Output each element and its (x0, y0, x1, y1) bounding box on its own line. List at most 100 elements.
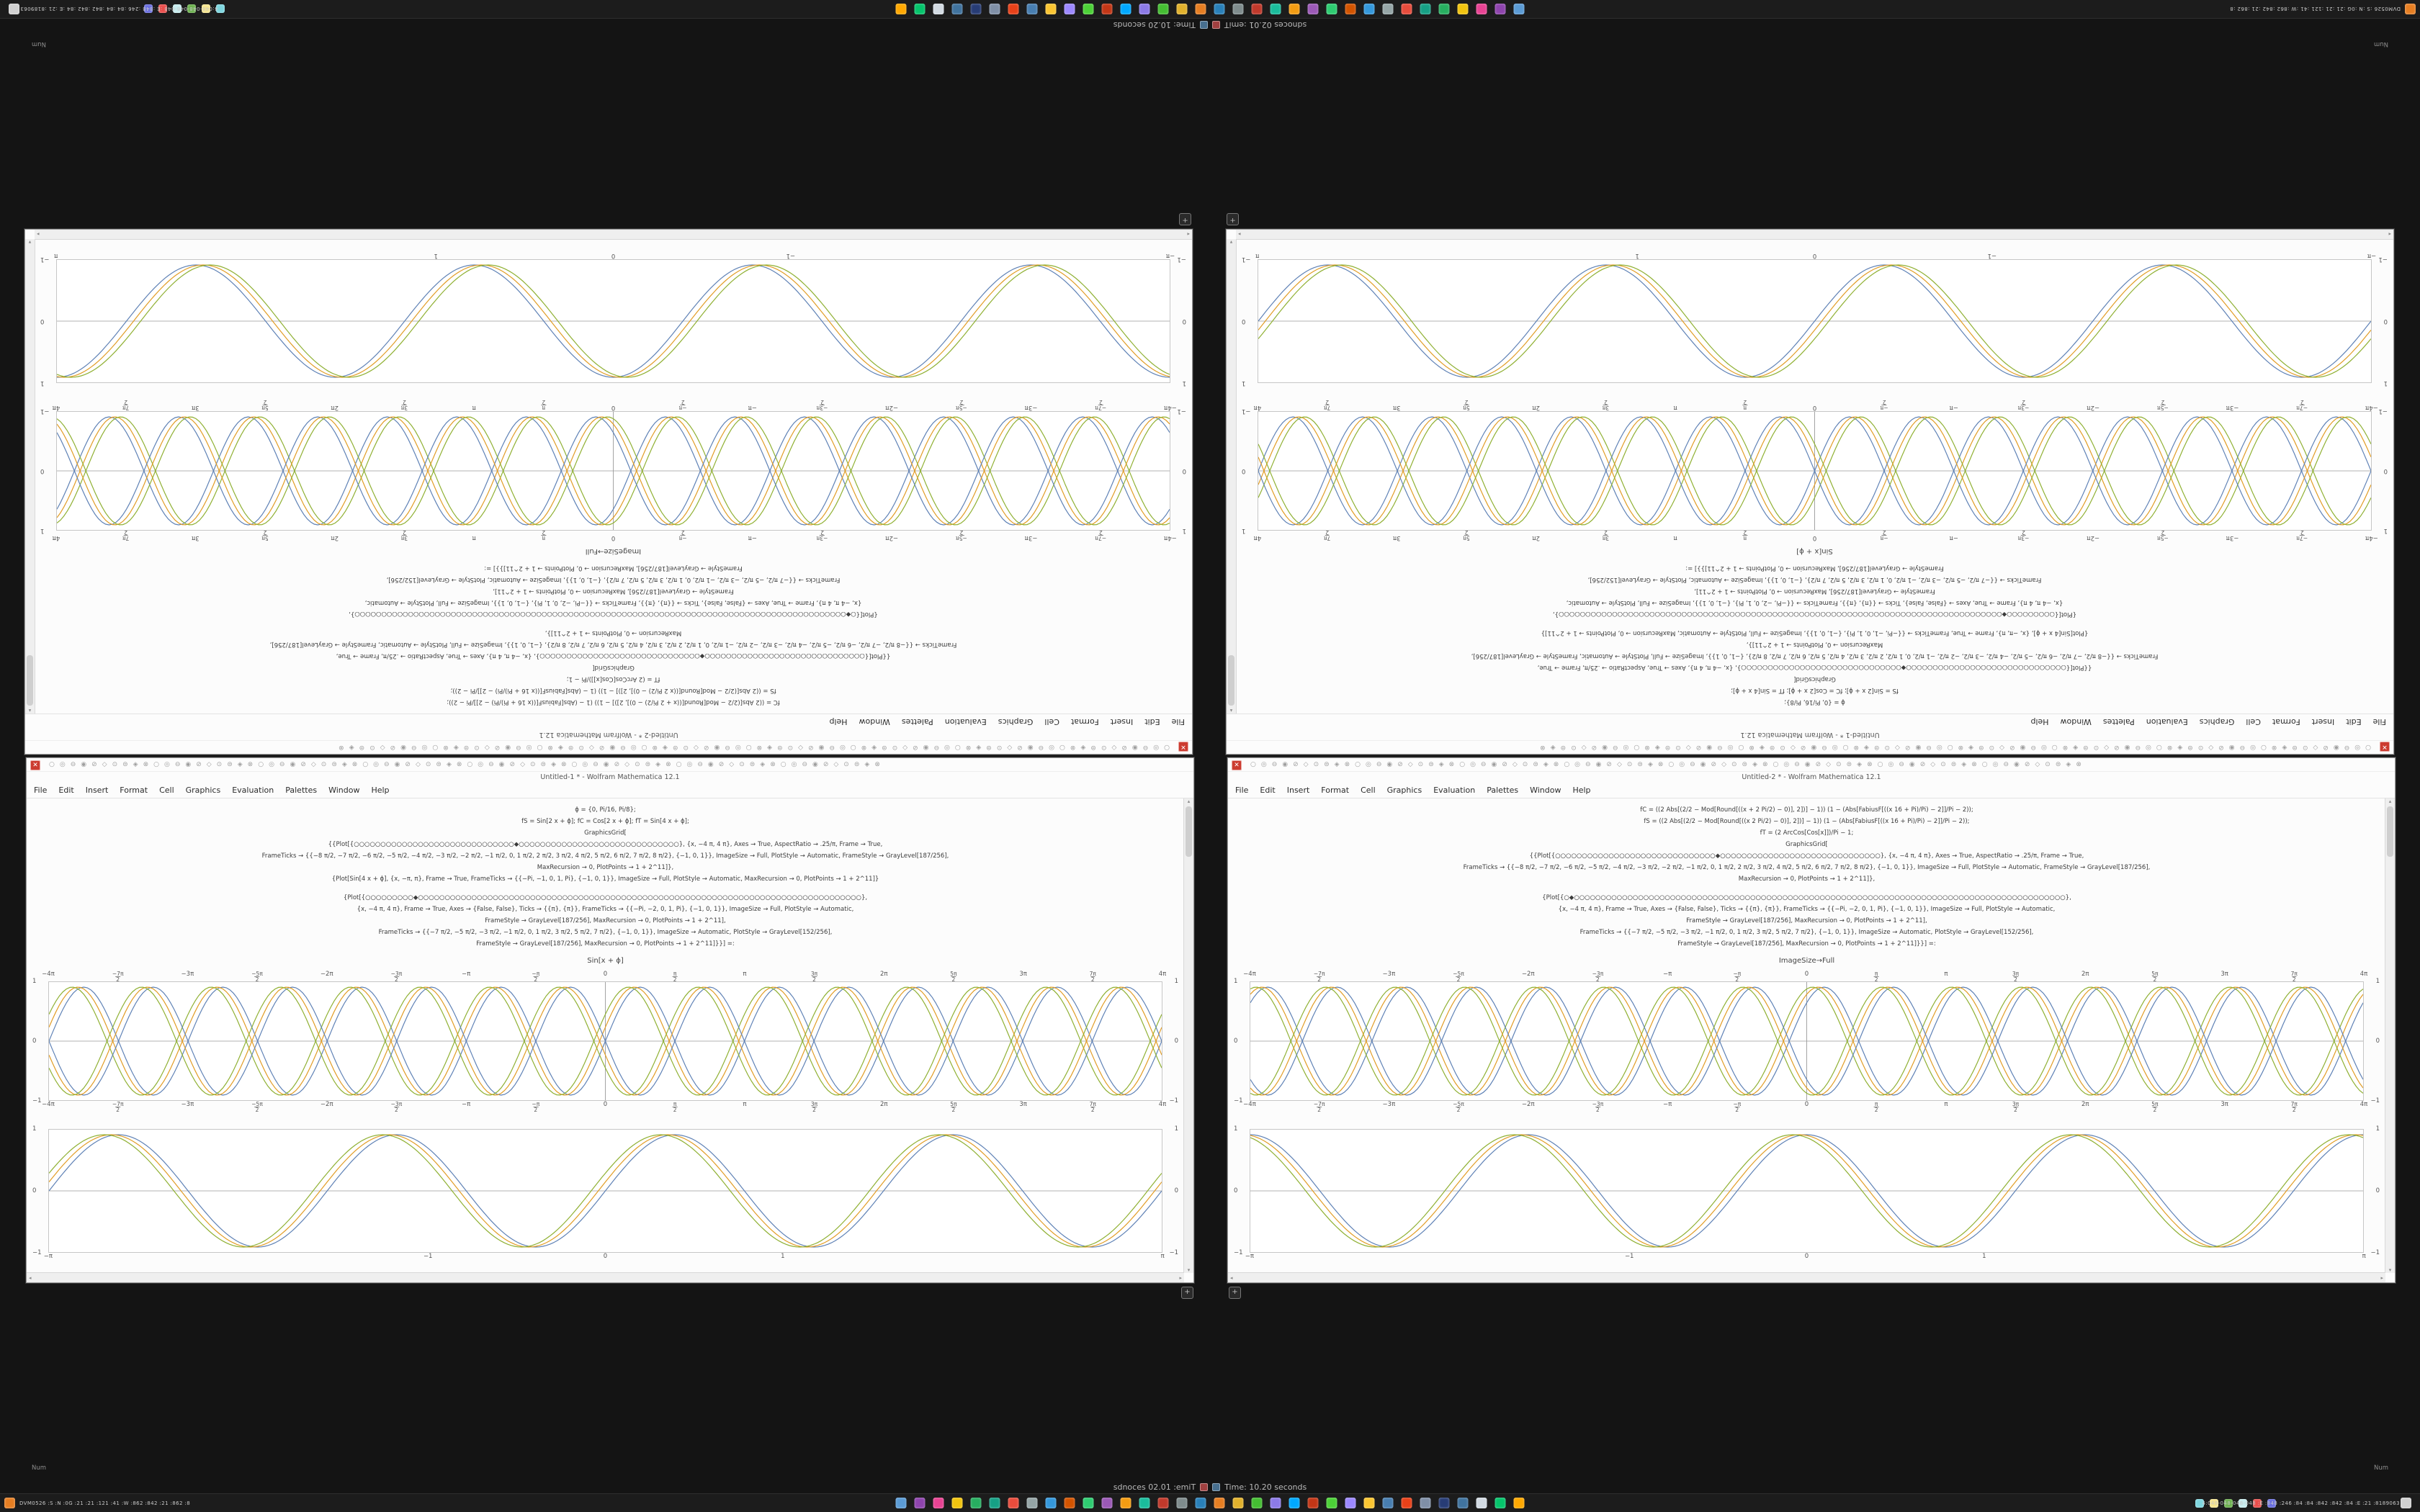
app-icon-29[interactable] (1420, 1498, 1431, 1508)
horizontal-scrollbar[interactable]: ◂ ▸ (27, 1272, 1184, 1282)
app-icon-15[interactable] (1157, 1498, 1169, 1508)
notebook-area[interactable]: ϕ = {0, Pi/16, Pi/8}; fS = Sin[2 x + ϕ]; … (27, 798, 1184, 1273)
app-icon-14[interactable] (1139, 1498, 1150, 1508)
scroll-right-icon[interactable]: ▸ (2380, 1274, 2383, 1281)
shield-icon[interactable] (2253, 1498, 2262, 1508)
app-icon-27[interactable] (1382, 1498, 1394, 1508)
scroll-down-icon[interactable]: ▾ (2388, 1267, 2392, 1273)
app-icon-9[interactable] (1045, 1498, 1057, 1508)
x-axis-tick-labels: −4π −7π 2 −3π −5π 2 −2π −3π 2 −π −π 2 0 π 2 π 3π 2 2π 5π 2 3π… (1243, 1101, 2367, 1113)
app-icon-1[interactable] (895, 1498, 907, 1508)
app-icon-12[interactable] (1101, 1498, 1113, 1508)
app-icon-31[interactable] (1457, 1498, 1469, 1508)
desktop-plus-button[interactable]: + (1181, 1287, 1193, 1299)
menu-item-format[interactable]: Format (1321, 786, 1350, 795)
menu-item-window[interactable]: Window (1530, 786, 1561, 795)
scroll-up-icon[interactable]: ▴ (2388, 798, 2392, 804)
updates-icon[interactable] (2267, 1498, 2276, 1508)
vertical-scrollbar[interactable]: ▴ ▾ (2385, 798, 2395, 1273)
menu-item-insert[interactable]: Insert (1286, 786, 1310, 795)
x-tick-label: −7π 2 (112, 1101, 124, 1113)
scrollbar-thumb[interactable] (2387, 806, 2393, 857)
app-icon-10[interactable] (1064, 1498, 1075, 1508)
app-icon-6[interactable] (989, 1498, 1000, 1508)
menu-item-insert[interactable]: Insert (85, 786, 109, 795)
app-icon-28[interactable] (1401, 1498, 1412, 1508)
menu-item-help[interactable]: Help (371, 786, 390, 795)
code-line: {{Plot[{○○○○○○○○○○○○○○○○○○○○○○○○○○○○○○◆○… (336, 652, 891, 660)
menu-item-window[interactable]: Window (328, 786, 360, 795)
menu-item-edit[interactable]: Edit (58, 786, 74, 795)
app-icon-18[interactable] (1214, 1498, 1225, 1508)
status-icon-blue[interactable] (1212, 1483, 1221, 1491)
menu-item-palettes[interactable]: Palettes (285, 786, 318, 795)
app-icon-26[interactable] (1363, 1498, 1375, 1508)
toolbar-icons-row[interactable]: ○◎⊖◉⊘◇⊙⊜◈⊗○◎⊖◉⊘◇⊙⊜◈⊗○◎⊖◉⊘◇⊙⊜◈⊗○◎⊖◉⊘◇⊙⊜◈⊗… (49, 761, 885, 768)
desktop-plus-button[interactable]: + (1229, 1287, 1241, 1299)
battery-icon[interactable] (2224, 1498, 2233, 1508)
x-tick-label: −π 2 (1733, 1101, 1741, 1113)
app-icon-8[interactable] (1026, 1498, 1038, 1508)
menu-item-cell[interactable]: Cell (159, 786, 174, 795)
launcher-icon[interactable] (4, 1498, 15, 1508)
scrollbar-thumb[interactable] (1186, 806, 1192, 857)
menu-item-cell[interactable]: Cell (1361, 786, 1376, 795)
code-cell[interactable]: ϕ = {0, Pi/16, Pi/8}; fS = Sin[2 x + ϕ]; … (55, 804, 1155, 885)
scroll-right-icon[interactable]: ▸ (1179, 1274, 1182, 1281)
menu-item-evaluation[interactable]: Evaluation (232, 786, 274, 795)
app-icon-2[interactable] (914, 1498, 926, 1508)
toolbar-icons-row[interactable]: ○◎⊖◉⊘◇⊙⊜◈⊗○◎⊖◉⊘◇⊙⊜◈⊗○◎⊖◉⊘◇⊙⊜◈⊗○◎⊖◉⊘◇⊙⊜◈⊗… (1250, 761, 2087, 768)
x-tick-label: −2π (320, 1101, 333, 1108)
notebook-area[interactable]: fC = ((2 Abs[(2/2 − Mod[Round[((x + 2 Pi… (1228, 798, 2385, 1273)
menu-item-help[interactable]: Help (1572, 786, 1591, 795)
app-icon-19[interactable] (1232, 1498, 1244, 1508)
app-icon-7[interactable] (1008, 1498, 1019, 1508)
app-icon-5[interactable] (970, 1498, 982, 1508)
app-icon-17[interactable] (1195, 1498, 1206, 1508)
scroll-up-icon[interactable]: ▴ (1187, 798, 1191, 804)
scroll-left-icon[interactable]: ◂ (29, 1274, 32, 1281)
app-icon-30[interactable] (1438, 1498, 1450, 1508)
app-icon-25[interactable] (1345, 1498, 1356, 1508)
horizontal-scrollbar[interactable]: ◂ ▸ (1228, 1272, 2385, 1282)
vertical-scrollbar[interactable]: ▴ ▾ (1183, 798, 1193, 1273)
close-button[interactable]: ✕ (30, 760, 40, 770)
app-icon-11[interactable] (1083, 1498, 1094, 1508)
menu-item-graphics[interactable]: Graphics (185, 786, 221, 795)
app-icon-23[interactable] (1307, 1498, 1319, 1508)
volume-icon[interactable] (2210, 1498, 2218, 1508)
scroll-left-icon[interactable]: ◂ (1230, 1274, 1233, 1281)
app-icon-24[interactable] (1326, 1498, 1337, 1508)
code-cell[interactable]: {Plot[{○◆○○○○○○○○○○○○○○○○○○○○○○○○○○○○○○○… (1257, 892, 2357, 950)
show-desktop-icon[interactable] (2401, 1498, 2411, 1508)
x-axis-tick-labels: −π −1 0 1 π (54, 248, 1175, 259)
menu-item-palettes[interactable]: Palettes (1487, 786, 1519, 795)
scroll-down-icon[interactable]: ▾ (1187, 1267, 1191, 1273)
menu-item-format[interactable]: Format (120, 786, 148, 795)
app-icon-3[interactable] (933, 1498, 944, 1508)
app-icon-4[interactable] (951, 1498, 963, 1508)
status-icon-red[interactable] (1200, 1483, 1209, 1491)
app-icon-32[interactable] (1476, 1498, 1487, 1508)
y-tick-label: 1 (1234, 1125, 1238, 1133)
menu-item-edit[interactable]: Edit (1260, 786, 1276, 795)
app-icon-13[interactable] (1120, 1498, 1131, 1508)
app-icon-21[interactable] (1270, 1498, 1281, 1508)
plot-area: 1 1 0 0 −1 −1 (1234, 1125, 2380, 1256)
code-cell[interactable]: fC = ((2 Abs[(2/2 − Mod[Round[((x + 2 Pi… (1257, 804, 2357, 885)
menu-item-graphics[interactable]: Graphics (1386, 786, 1422, 795)
code-line: FrameStyle → GrayLevel[187/256], MaxRecu… (493, 588, 734, 595)
app-icon-22[interactable] (1289, 1498, 1300, 1508)
menu-item-file[interactable]: File (34, 786, 48, 795)
close-button[interactable]: ✕ (1232, 760, 1242, 770)
app-icon-33[interactable] (1494, 1498, 1506, 1508)
menu-item-evaluation[interactable]: Evaluation (1433, 786, 1476, 795)
app-icon-34[interactable] (1513, 1498, 1525, 1508)
network-icon[interactable] (2195, 1498, 2204, 1508)
code-cell[interactable]: {Plot[{○○○○○○○○○◆○○○○○○○○○○○○○○○○○○○○○○○… (55, 892, 1155, 950)
app-icon-16[interactable] (1176, 1498, 1188, 1508)
app-icon-20[interactable] (1251, 1498, 1263, 1508)
curve-sin(4x+0.32) (49, 1134, 1162, 1248)
clipboard-icon[interactable] (2238, 1498, 2247, 1508)
menu-item-file[interactable]: File (1235, 786, 1249, 795)
